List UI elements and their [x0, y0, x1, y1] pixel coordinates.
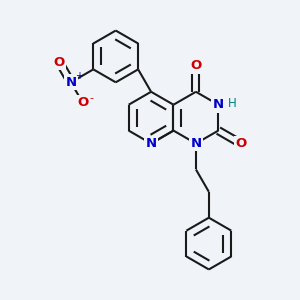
Text: N: N	[213, 98, 224, 111]
Text: O: O	[190, 59, 202, 72]
Text: N: N	[146, 137, 157, 150]
Text: O: O	[54, 56, 65, 69]
Text: O: O	[235, 137, 246, 150]
Text: O: O	[77, 96, 88, 109]
Text: N: N	[190, 137, 202, 150]
Text: -: -	[89, 93, 94, 103]
Text: +: +	[75, 71, 83, 81]
Text: H: H	[227, 97, 236, 110]
Text: N: N	[65, 76, 76, 89]
